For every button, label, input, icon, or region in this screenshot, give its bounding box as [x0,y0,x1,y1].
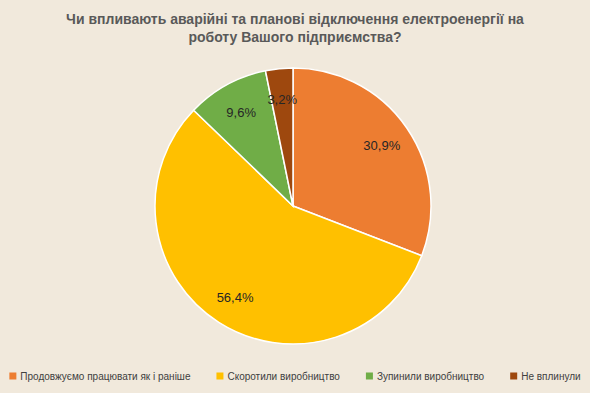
data-label: 3,2% [267,92,297,107]
data-label: 30,9% [363,138,400,153]
title-line: Чи впливають аварійні та планові відключ… [66,11,524,27]
legend-swatch [216,373,223,380]
legend-swatch [366,373,373,380]
legend: Продовжуємо працювати як і раніше Скороти… [9,371,580,382]
legend-label: Не вплинули [521,371,580,382]
data-label: 9,6% [226,105,256,120]
title: Чи впливають аварійні та планові відключ… [66,11,524,45]
legend-swatch [9,373,16,380]
data-labels: 30,9% 56,4% 9,6% 3,2% [217,92,401,305]
page: {"chart_data": {"type": "pie", "title": … [0,0,590,393]
legend-label: Зупинили виробництво [377,371,485,382]
legend-label: Продовжуємо працювати як і раніше [20,371,191,382]
chart: Чи впливають аварійні та планові відключ… [0,0,590,393]
legend-label: Скоротили виробництво [227,371,340,382]
title-line: роботу Вашого підприємства? [188,29,401,45]
pie [155,68,431,344]
background [0,0,590,393]
data-label: 56,4% [217,290,254,305]
legend-swatch [510,373,517,380]
slice [265,68,293,206]
